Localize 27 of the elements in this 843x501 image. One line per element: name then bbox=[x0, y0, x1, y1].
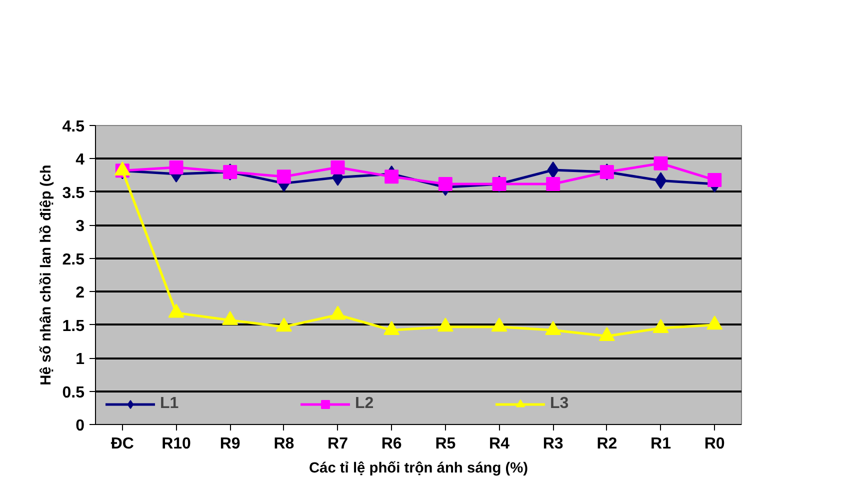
y-tick-label: 3 bbox=[76, 218, 85, 236]
x-tick-label: R2 bbox=[596, 436, 618, 452]
y-tick-label: 0.5 bbox=[62, 384, 85, 402]
x-tick-label: R1 bbox=[650, 436, 672, 452]
legend-label: L3 bbox=[550, 395, 570, 413]
y-tick-label: 4.5 bbox=[62, 118, 85, 136]
y-tick-label: 2 bbox=[76, 284, 85, 302]
x-tick-label: R0 bbox=[704, 436, 725, 452]
y-tick-label: 3.5 bbox=[62, 184, 85, 202]
y-tick-label: 2.5 bbox=[62, 251, 85, 268]
x-axis-title: Các tỉ lệ phối trộn ánh sáng (%) bbox=[308, 460, 528, 476]
x-tick-label: ĐC bbox=[110, 436, 134, 452]
y-tick-label: 1.5 bbox=[62, 318, 85, 335]
legend-label: L2 bbox=[355, 395, 375, 413]
x-tick-label: R4 bbox=[489, 436, 510, 452]
y-axis-title: Hệ số nhân chồi lan hồ điệp (ch bbox=[38, 164, 54, 386]
legend-label: L1 bbox=[160, 395, 180, 413]
x-tick-label: R10 bbox=[162, 436, 192, 452]
y-tick-label: 4 bbox=[76, 152, 85, 169]
x-tick-label: R9 bbox=[220, 436, 240, 452]
x-tick-label: R8 bbox=[274, 436, 294, 452]
y-tick-label: 0 bbox=[76, 418, 85, 434]
x-tick-label: R6 bbox=[381, 436, 402, 452]
y-tick-label: 1 bbox=[76, 351, 85, 368]
x-tick-label: R3 bbox=[542, 436, 564, 452]
x-tick-label: R7 bbox=[328, 436, 348, 452]
x-tick-label: R5 bbox=[435, 436, 456, 452]
